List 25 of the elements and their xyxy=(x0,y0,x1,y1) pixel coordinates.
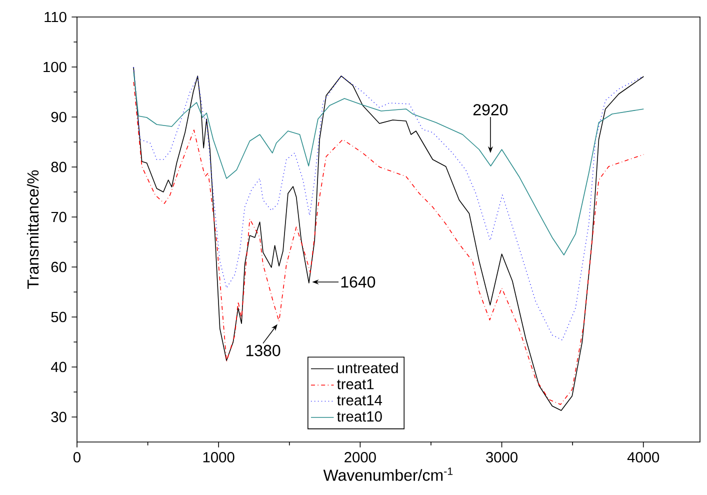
x-tick-label: 2000 xyxy=(344,452,376,462)
line-series xyxy=(133,72,644,256)
legend-label: treat10 xyxy=(337,411,382,422)
legend-label: treat14 xyxy=(337,395,382,406)
x-tick-label: 3000 xyxy=(486,452,518,462)
annotation: 2920 xyxy=(473,104,508,116)
y-tick-label: 90 xyxy=(51,112,66,122)
y-tick-label: 80 xyxy=(51,162,66,172)
y-tick-label: 110 xyxy=(44,12,66,22)
line-series xyxy=(133,66,644,340)
y-tick-label: 30 xyxy=(51,412,66,422)
x-tick-label: 1000 xyxy=(203,452,234,462)
annotation: 1380 xyxy=(246,344,280,356)
y-axis-title: Transmittance/% xyxy=(26,170,39,289)
x-tick-label: 0 xyxy=(73,452,80,462)
x-axis-title: Wavenumber/cm$^{-1}$ xyxy=(323,468,453,481)
y-tick-label: 100 xyxy=(44,62,66,72)
legend-label: untreated xyxy=(338,362,398,374)
legend-label: treat1 xyxy=(337,379,374,390)
x-tick-label: 4000 xyxy=(627,452,660,462)
y-tick-label: 70 xyxy=(51,212,66,222)
annotation: 1640 xyxy=(341,276,376,288)
y-tick-label: 50 xyxy=(51,312,66,322)
y-tick-label: 40 xyxy=(50,362,66,372)
y-tick-label: 60 xyxy=(51,262,66,272)
